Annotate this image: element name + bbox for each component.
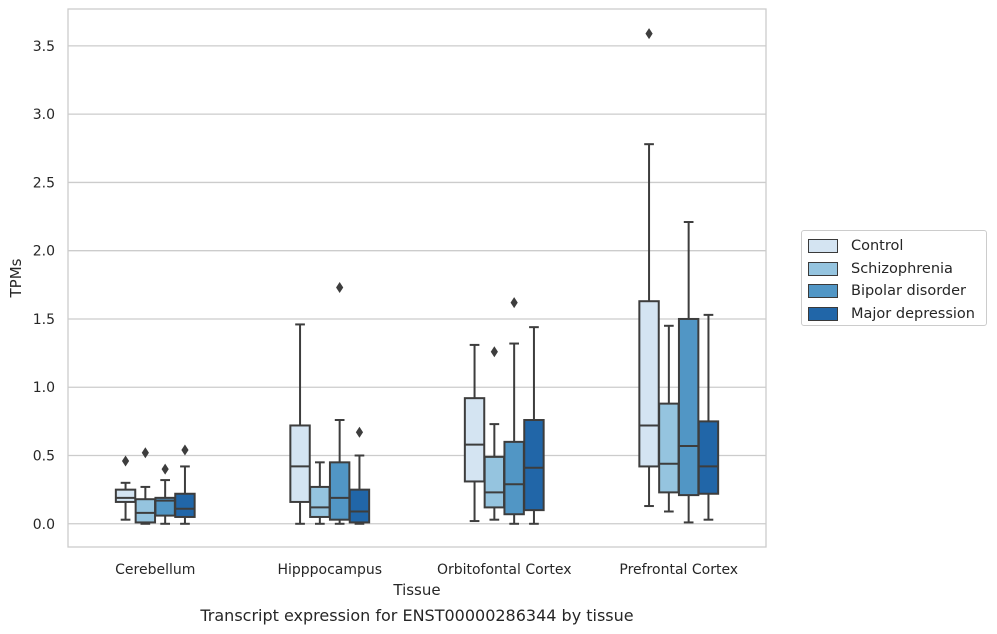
y-tick-label: 3.5 [33,39,55,55]
box-control [289,323,311,525]
box-bipolar-disorder [154,463,176,525]
x-axis-label: Tissue [392,581,440,599]
legend-item-bipolar-disorder: Bipolar disorder [808,280,986,303]
x-tick-label: Orbitofontal Cortex [437,562,572,578]
legend-swatch-control [808,239,838,254]
box-schizophrenia [134,447,157,525]
box-bipolar-disorder [503,297,525,525]
box-iqr [463,397,486,483]
legend-label-schizophrenia: Schizophrenia [851,260,953,277]
x-tick-labels: Cerebellum Hipppocampus Orbitofontal Corte… [115,562,738,578]
outlier-point [141,447,149,459]
box-schizophrenia [658,324,680,513]
y-tick-label: 1.5 [33,312,55,328]
box-iqr [114,488,137,503]
y-tick-label: 3.0 [33,107,55,123]
box-iqr [523,419,545,512]
y-tick-label: 0.0 [33,517,55,533]
legend-item-major-depression: Major depression [808,303,986,326]
box-iqr [174,492,196,518]
box-major-depression [523,326,545,525]
outlier-point [355,426,364,438]
y-tick-label: 2.5 [33,175,55,191]
outlier-point [510,297,518,309]
y-axis-label: TPMs [7,258,25,298]
box-bipolar-disorder [677,221,700,524]
box-control [114,455,137,521]
figure-caption: Transcript expression for ENST0000028634… [200,606,634,625]
x-tick-label: Cerebellum [115,562,195,578]
legend-label-major-depression: Major depression [851,305,975,322]
box-iqr [309,485,331,518]
plot-frame [67,8,767,548]
box-iqr [289,424,311,503]
box-control [463,343,486,523]
box-major-depression [348,426,371,525]
outlier-point [121,455,130,467]
legend-label-control: Control [851,238,904,255]
box-iqr [483,455,506,509]
box-schizophrenia [483,346,506,521]
box-schizophrenia [309,461,331,525]
box-plots [114,28,720,525]
box-major-depression [174,444,196,525]
outlier-point [161,463,169,475]
x-tick-label: Hipppocampus [277,562,382,578]
box-iqr [134,498,157,524]
box-major-depression [697,313,720,521]
legend-swatch-major-depression [808,306,838,321]
box-iqr [658,402,680,494]
gridlines [68,45,766,525]
y-tick-label: 1.0 [33,380,55,396]
outlier-point [490,346,498,358]
y-tick-label: 0.5 [33,449,55,465]
legend-item-control: Control [808,235,986,258]
box-iqr [348,488,371,524]
outlier-point [645,28,653,40]
legend-swatch-schizophrenia [808,261,838,276]
y-tick-labels: 0.0 0.5 1.0 1.5 2.0 2.5 3.0 3.5 [33,39,55,533]
legend: Control Schizophrenia Bipolar disorder M… [801,230,987,326]
legend-item-schizophrenia: Schizophrenia [808,258,986,281]
x-tick-label: Prefrontal Cortex [619,562,738,578]
box-iqr [638,300,660,468]
box-control [638,28,660,508]
outlier-point [181,444,189,456]
outlier-point [336,282,344,294]
box-iqr [328,461,351,521]
box-iqr [677,317,700,497]
box-iqr [503,440,525,516]
y-tick-label: 2.0 [33,244,55,260]
box-iqr [697,420,720,495]
legend-swatch-bipolar-disorder [808,284,838,299]
legend-label-bipolar-disorder: Bipolar disorder [851,283,966,300]
